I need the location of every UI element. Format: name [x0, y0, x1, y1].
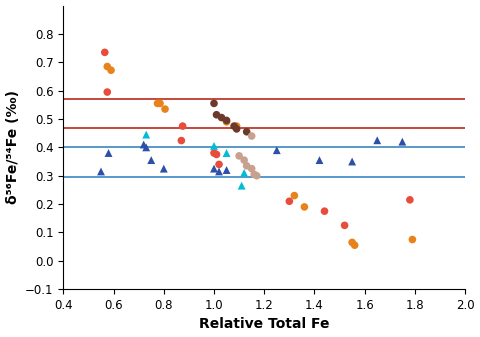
- Point: [223, 118, 230, 123]
- Point: [286, 198, 293, 204]
- Point: [218, 115, 226, 120]
- Point: [154, 101, 161, 106]
- Point: [248, 166, 255, 171]
- Point: [341, 223, 348, 228]
- Point: [351, 243, 359, 248]
- Point: [143, 132, 150, 137]
- Point: [316, 157, 324, 163]
- Point: [253, 173, 261, 178]
- Point: [223, 167, 230, 173]
- Point: [107, 67, 115, 73]
- Point: [143, 145, 150, 150]
- Point: [223, 119, 230, 125]
- Point: [251, 172, 258, 177]
- Point: [223, 150, 230, 156]
- Point: [243, 129, 251, 134]
- Point: [215, 169, 223, 174]
- Point: [178, 138, 185, 143]
- Point: [233, 123, 240, 129]
- Point: [147, 157, 155, 163]
- Point: [161, 106, 169, 112]
- Point: [213, 152, 220, 157]
- Point: [230, 123, 238, 129]
- Point: [248, 133, 255, 139]
- Point: [213, 112, 220, 117]
- Point: [105, 150, 112, 156]
- Point: [348, 240, 356, 245]
- X-axis label: Relative Total Fe: Relative Total Fe: [199, 317, 329, 332]
- Point: [210, 101, 218, 106]
- Point: [398, 139, 406, 144]
- Point: [240, 157, 248, 163]
- Point: [273, 148, 281, 153]
- Point: [406, 197, 414, 203]
- Point: [373, 137, 381, 143]
- Point: [210, 166, 218, 171]
- Point: [233, 126, 240, 132]
- Point: [210, 150, 218, 156]
- Point: [97, 169, 105, 174]
- Point: [321, 209, 328, 214]
- Y-axis label: δ⁵⁶Fe/⁵⁴Fe (‰): δ⁵⁶Fe/⁵⁴Fe (‰): [6, 90, 20, 204]
- Point: [238, 183, 245, 188]
- Point: [240, 170, 248, 176]
- Point: [243, 163, 251, 168]
- Point: [179, 123, 186, 129]
- Point: [348, 159, 356, 164]
- Point: [300, 204, 308, 210]
- Point: [235, 153, 243, 159]
- Point: [290, 193, 298, 198]
- Point: [104, 89, 111, 95]
- Point: [215, 162, 223, 167]
- Point: [140, 142, 147, 147]
- Point: [408, 237, 416, 242]
- Point: [101, 50, 108, 55]
- Point: [210, 143, 218, 149]
- Point: [104, 64, 111, 69]
- Point: [156, 101, 164, 106]
- Point: [160, 166, 168, 171]
